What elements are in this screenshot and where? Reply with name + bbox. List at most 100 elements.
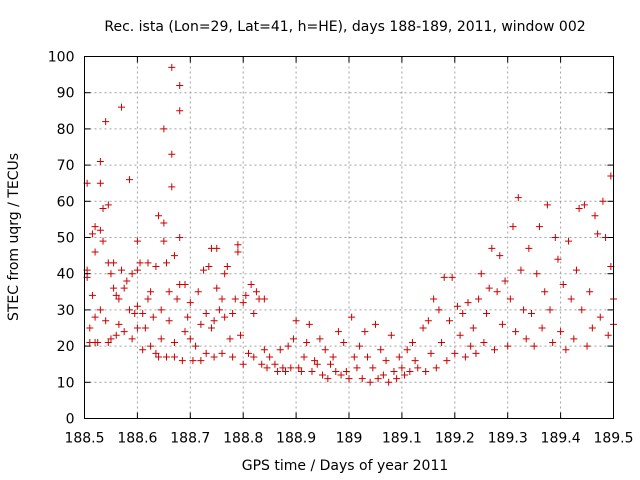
data-point — [165, 317, 173, 325]
data-point — [173, 295, 181, 303]
data-point — [141, 324, 149, 332]
data-point — [308, 367, 316, 375]
data-point — [297, 367, 305, 375]
data-point — [147, 288, 155, 296]
data-point — [480, 338, 488, 346]
data-point — [530, 342, 538, 350]
data-point — [591, 212, 599, 220]
data-point — [147, 342, 155, 350]
data-point — [118, 103, 126, 111]
data-point — [96, 306, 104, 314]
data-point — [133, 266, 141, 274]
data-point — [144, 259, 152, 267]
data-point — [533, 270, 541, 278]
x-tick-label: 188.5 — [64, 431, 104, 447]
data-point — [250, 310, 258, 318]
data-point — [107, 270, 115, 278]
data-point — [176, 234, 184, 241]
data-point — [554, 255, 562, 263]
data-point — [88, 291, 96, 299]
data-point — [96, 157, 104, 165]
data-point — [186, 299, 194, 307]
data-point — [535, 223, 543, 231]
data-point — [194, 288, 202, 296]
x-tick-label: 189.4 — [541, 431, 581, 447]
data-point — [475, 295, 483, 303]
data-point — [520, 306, 528, 314]
x-tick-label: 189.2 — [435, 431, 475, 447]
y-tick-label: 40 — [57, 267, 75, 283]
data-point — [210, 317, 218, 325]
data-point — [408, 338, 416, 346]
data-point — [258, 360, 266, 368]
data-point — [234, 248, 242, 256]
data-point — [311, 357, 319, 365]
data-point — [136, 259, 144, 267]
data-point — [104, 338, 112, 346]
data-point — [588, 324, 596, 332]
data-point — [586, 288, 594, 296]
data-point — [565, 237, 573, 245]
data-point — [144, 295, 152, 303]
data-point — [303, 338, 311, 346]
data-point — [107, 335, 115, 343]
data-point — [332, 367, 340, 375]
data-point — [369, 364, 377, 372]
data-point — [562, 346, 570, 354]
y-axis-label: STEC from uqrg / TECUs — [6, 153, 22, 321]
data-point — [88, 230, 96, 238]
data-point — [549, 338, 557, 346]
y-tick-label: 90 — [57, 86, 75, 102]
data-point — [403, 346, 411, 354]
data-point — [181, 281, 189, 289]
data-point — [541, 288, 549, 296]
data-point — [155, 212, 163, 220]
data-point — [184, 313, 192, 321]
x-tick-label: 188.6 — [117, 431, 157, 447]
data-point — [252, 288, 260, 296]
data-point — [580, 201, 588, 209]
data-point — [424, 317, 432, 325]
data-point — [546, 306, 554, 314]
data-point — [435, 306, 443, 314]
data-point — [133, 237, 141, 245]
data-point — [160, 237, 168, 245]
data-point — [432, 364, 440, 372]
data-point — [271, 360, 279, 368]
data-point — [104, 201, 112, 209]
data-point — [348, 313, 356, 321]
y-tick-label: 30 — [57, 303, 75, 319]
y-tick-label: 70 — [57, 158, 75, 174]
data-point — [260, 295, 268, 303]
data-point — [525, 244, 533, 252]
data-point — [99, 237, 107, 245]
data-point — [94, 338, 102, 346]
data-point — [522, 335, 530, 343]
data-point — [300, 353, 308, 361]
y-tick-label: 50 — [57, 231, 75, 247]
x-axis-label: GPS time / Days of year 2011 — [242, 458, 449, 474]
data-point — [96, 226, 104, 234]
data-point — [86, 324, 94, 332]
data-point — [152, 349, 160, 357]
x-tick-label: 188.8 — [223, 431, 263, 447]
y-tick-label: 80 — [57, 122, 75, 138]
data-point — [472, 349, 480, 357]
data-point — [324, 375, 332, 383]
data-point — [509, 223, 517, 231]
data-point — [282, 367, 290, 375]
data-point — [91, 248, 99, 256]
data-point — [427, 349, 435, 357]
data-point — [247, 281, 255, 289]
data-point — [498, 320, 506, 328]
data-point — [382, 357, 390, 365]
data-point — [157, 306, 165, 314]
data-point — [96, 179, 104, 187]
data-point — [213, 244, 221, 252]
y-tick-label: 10 — [57, 375, 75, 391]
data-point — [244, 349, 252, 357]
data-point — [342, 367, 350, 375]
data-point — [149, 313, 157, 321]
x-tick-labels: 188.5 188.6 188.7 188.8 188.9 189 189.1 189.2 18… — [64, 431, 633, 447]
data-point — [160, 125, 168, 133]
